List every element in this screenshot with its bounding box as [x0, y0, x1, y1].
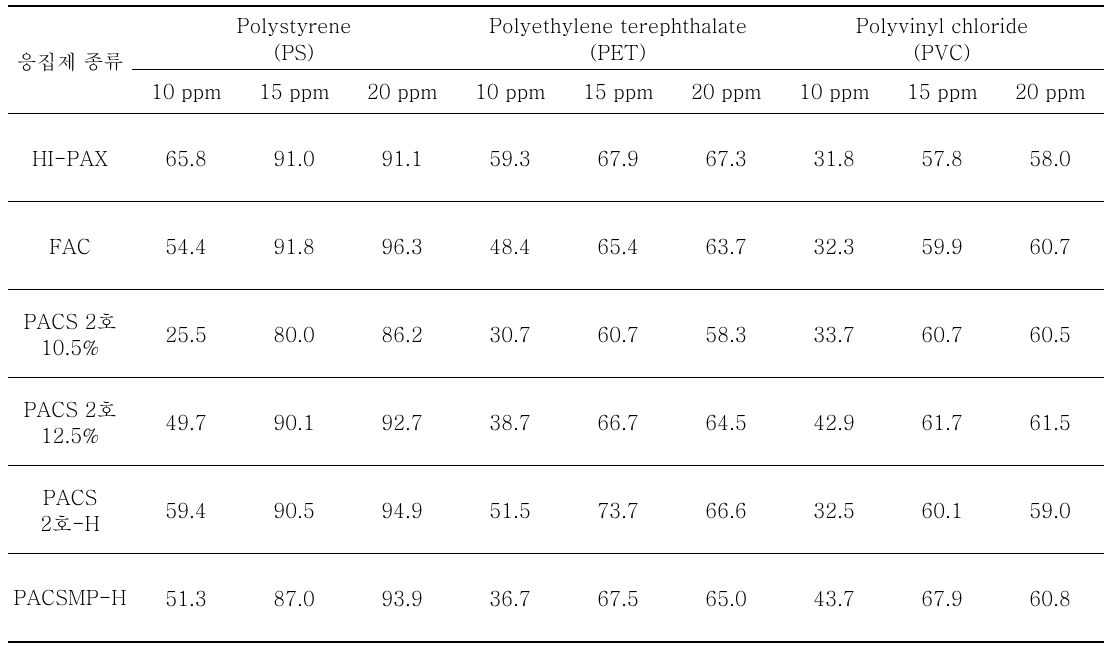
data-cell: 65.8 — [132, 114, 240, 202]
data-cell: 67.3 — [672, 114, 780, 202]
data-cell: 51.5 — [456, 466, 564, 554]
data-cell: 59.9 — [888, 202, 996, 290]
data-cell: 91.1 — [348, 114, 456, 202]
data-cell: 66.7 — [564, 378, 672, 466]
data-cell: 86.2 — [348, 290, 456, 378]
data-cell: 30.7 — [456, 290, 564, 378]
data-cell: 67.5 — [564, 554, 672, 642]
data-cell: 36.7 — [456, 554, 564, 642]
data-cell: 90.5 — [240, 466, 348, 554]
group-name-line2: (PET) — [590, 37, 647, 66]
row-label: PACS 2호10.5% — [8, 290, 132, 378]
data-cell: 43.7 — [780, 554, 888, 642]
group-name-line1: Polyethylene terephthalate — [489, 10, 747, 39]
row-label: PACS 2호12.5% — [8, 378, 132, 466]
group-name-line1: Polyvinyl chloride — [856, 10, 1029, 39]
table-row: HI-PAX65.891.091.159.367.967.331.857.858… — [8, 114, 1104, 202]
data-cell: 91.8 — [240, 202, 348, 290]
data-cell: 49.7 — [132, 378, 240, 466]
data-cell: 51.3 — [132, 554, 240, 642]
table-row: PACS 2호12.5%49.790.192.738.766.764.542.9… — [8, 378, 1104, 466]
sub-header: 15 ppm — [888, 70, 996, 114]
group-name-line1: Polystyrene — [237, 10, 352, 39]
data-cell: 59.0 — [996, 466, 1104, 554]
table-row: PACS2호-H59.490.594.951.573.766.632.560.1… — [8, 466, 1104, 554]
data-cell: 25.5 — [132, 290, 240, 378]
data-table: 응집제 종류 Polystyrene (PS) Polyethylene ter… — [8, 5, 1104, 643]
data-cell: 73.7 — [564, 466, 672, 554]
data-cell: 92.7 — [348, 378, 456, 466]
data-cell: 61.5 — [996, 378, 1104, 466]
data-cell: 54.4 — [132, 202, 240, 290]
data-cell: 66.6 — [672, 466, 780, 554]
data-cell: 60.7 — [996, 202, 1104, 290]
sub-header: 10 ppm — [132, 70, 240, 114]
sub-header: 20 ppm — [672, 70, 780, 114]
sub-header: 20 ppm — [348, 70, 456, 114]
data-cell: 67.9 — [888, 554, 996, 642]
data-cell: 67.9 — [564, 114, 672, 202]
row-label: PACS2호-H — [8, 466, 132, 554]
data-cell: 65.4 — [564, 202, 672, 290]
data-cell: 64.5 — [672, 378, 780, 466]
sub-header: 10 ppm — [456, 70, 564, 114]
sub-header: 15 ppm — [564, 70, 672, 114]
data-cell: 60.1 — [888, 466, 996, 554]
data-cell: 31.8 — [780, 114, 888, 202]
sub-header: 15 ppm — [240, 70, 348, 114]
data-cell: 32.3 — [780, 202, 888, 290]
data-cell: 80.0 — [240, 290, 348, 378]
data-cell: 87.0 — [240, 554, 348, 642]
data-cell: 60.7 — [888, 290, 996, 378]
group-header-ps: Polystyrene (PS) — [132, 6, 456, 70]
table-head: 응집제 종류 Polystyrene (PS) Polyethylene ter… — [8, 6, 1104, 114]
data-cell: 96.3 — [348, 202, 456, 290]
data-cell: 65.0 — [672, 554, 780, 642]
row-label: PACSMP-H — [8, 554, 132, 642]
data-cell: 33.7 — [780, 290, 888, 378]
data-cell: 48.4 — [456, 202, 564, 290]
row-label: HI-PAX — [8, 114, 132, 202]
data-table-wrapper: 응집제 종류 Polystyrene (PS) Polyethylene ter… — [0, 0, 1108, 665]
sub-header: 20 ppm — [996, 70, 1104, 114]
group-header-pvc: Polyvinyl chloride (PVC) — [780, 6, 1104, 70]
data-cell: 59.3 — [456, 114, 564, 202]
row-header-label: 응집제 종류 — [8, 6, 132, 114]
data-cell: 60.7 — [564, 290, 672, 378]
table-row: FAC54.491.896.348.465.463.732.359.960.7 — [8, 202, 1104, 290]
data-cell: 57.8 — [888, 114, 996, 202]
table-body: HI-PAX65.891.091.159.367.967.331.857.858… — [8, 114, 1104, 642]
data-cell: 91.0 — [240, 114, 348, 202]
row-label: FAC — [8, 202, 132, 290]
data-cell: 94.9 — [348, 466, 456, 554]
data-cell: 63.7 — [672, 202, 780, 290]
sub-header: 10 ppm — [780, 70, 888, 114]
data-cell: 60.5 — [996, 290, 1104, 378]
data-cell: 32.5 — [780, 466, 888, 554]
table-row: PACSMP-H51.387.093.936.767.565.043.767.9… — [8, 554, 1104, 642]
group-header-pet: Polyethylene terephthalate (PET) — [456, 6, 780, 70]
data-cell: 60.8 — [996, 554, 1104, 642]
group-name-line2: (PVC) — [913, 37, 970, 66]
sub-header-row: 10 ppm 15 ppm 20 ppm 10 ppm 15 ppm 20 pp… — [8, 70, 1104, 114]
data-cell: 38.7 — [456, 378, 564, 466]
group-name-line2: (PS) — [274, 37, 315, 66]
data-cell: 93.9 — [348, 554, 456, 642]
data-cell: 61.7 — [888, 378, 996, 466]
group-header-row: 응집제 종류 Polystyrene (PS) Polyethylene ter… — [8, 6, 1104, 70]
data-cell: 42.9 — [780, 378, 888, 466]
data-cell: 90.1 — [240, 378, 348, 466]
data-cell: 58.0 — [996, 114, 1104, 202]
data-cell: 59.4 — [132, 466, 240, 554]
table-row: PACS 2호10.5%25.580.086.230.760.758.333.7… — [8, 290, 1104, 378]
data-cell: 58.3 — [672, 290, 780, 378]
